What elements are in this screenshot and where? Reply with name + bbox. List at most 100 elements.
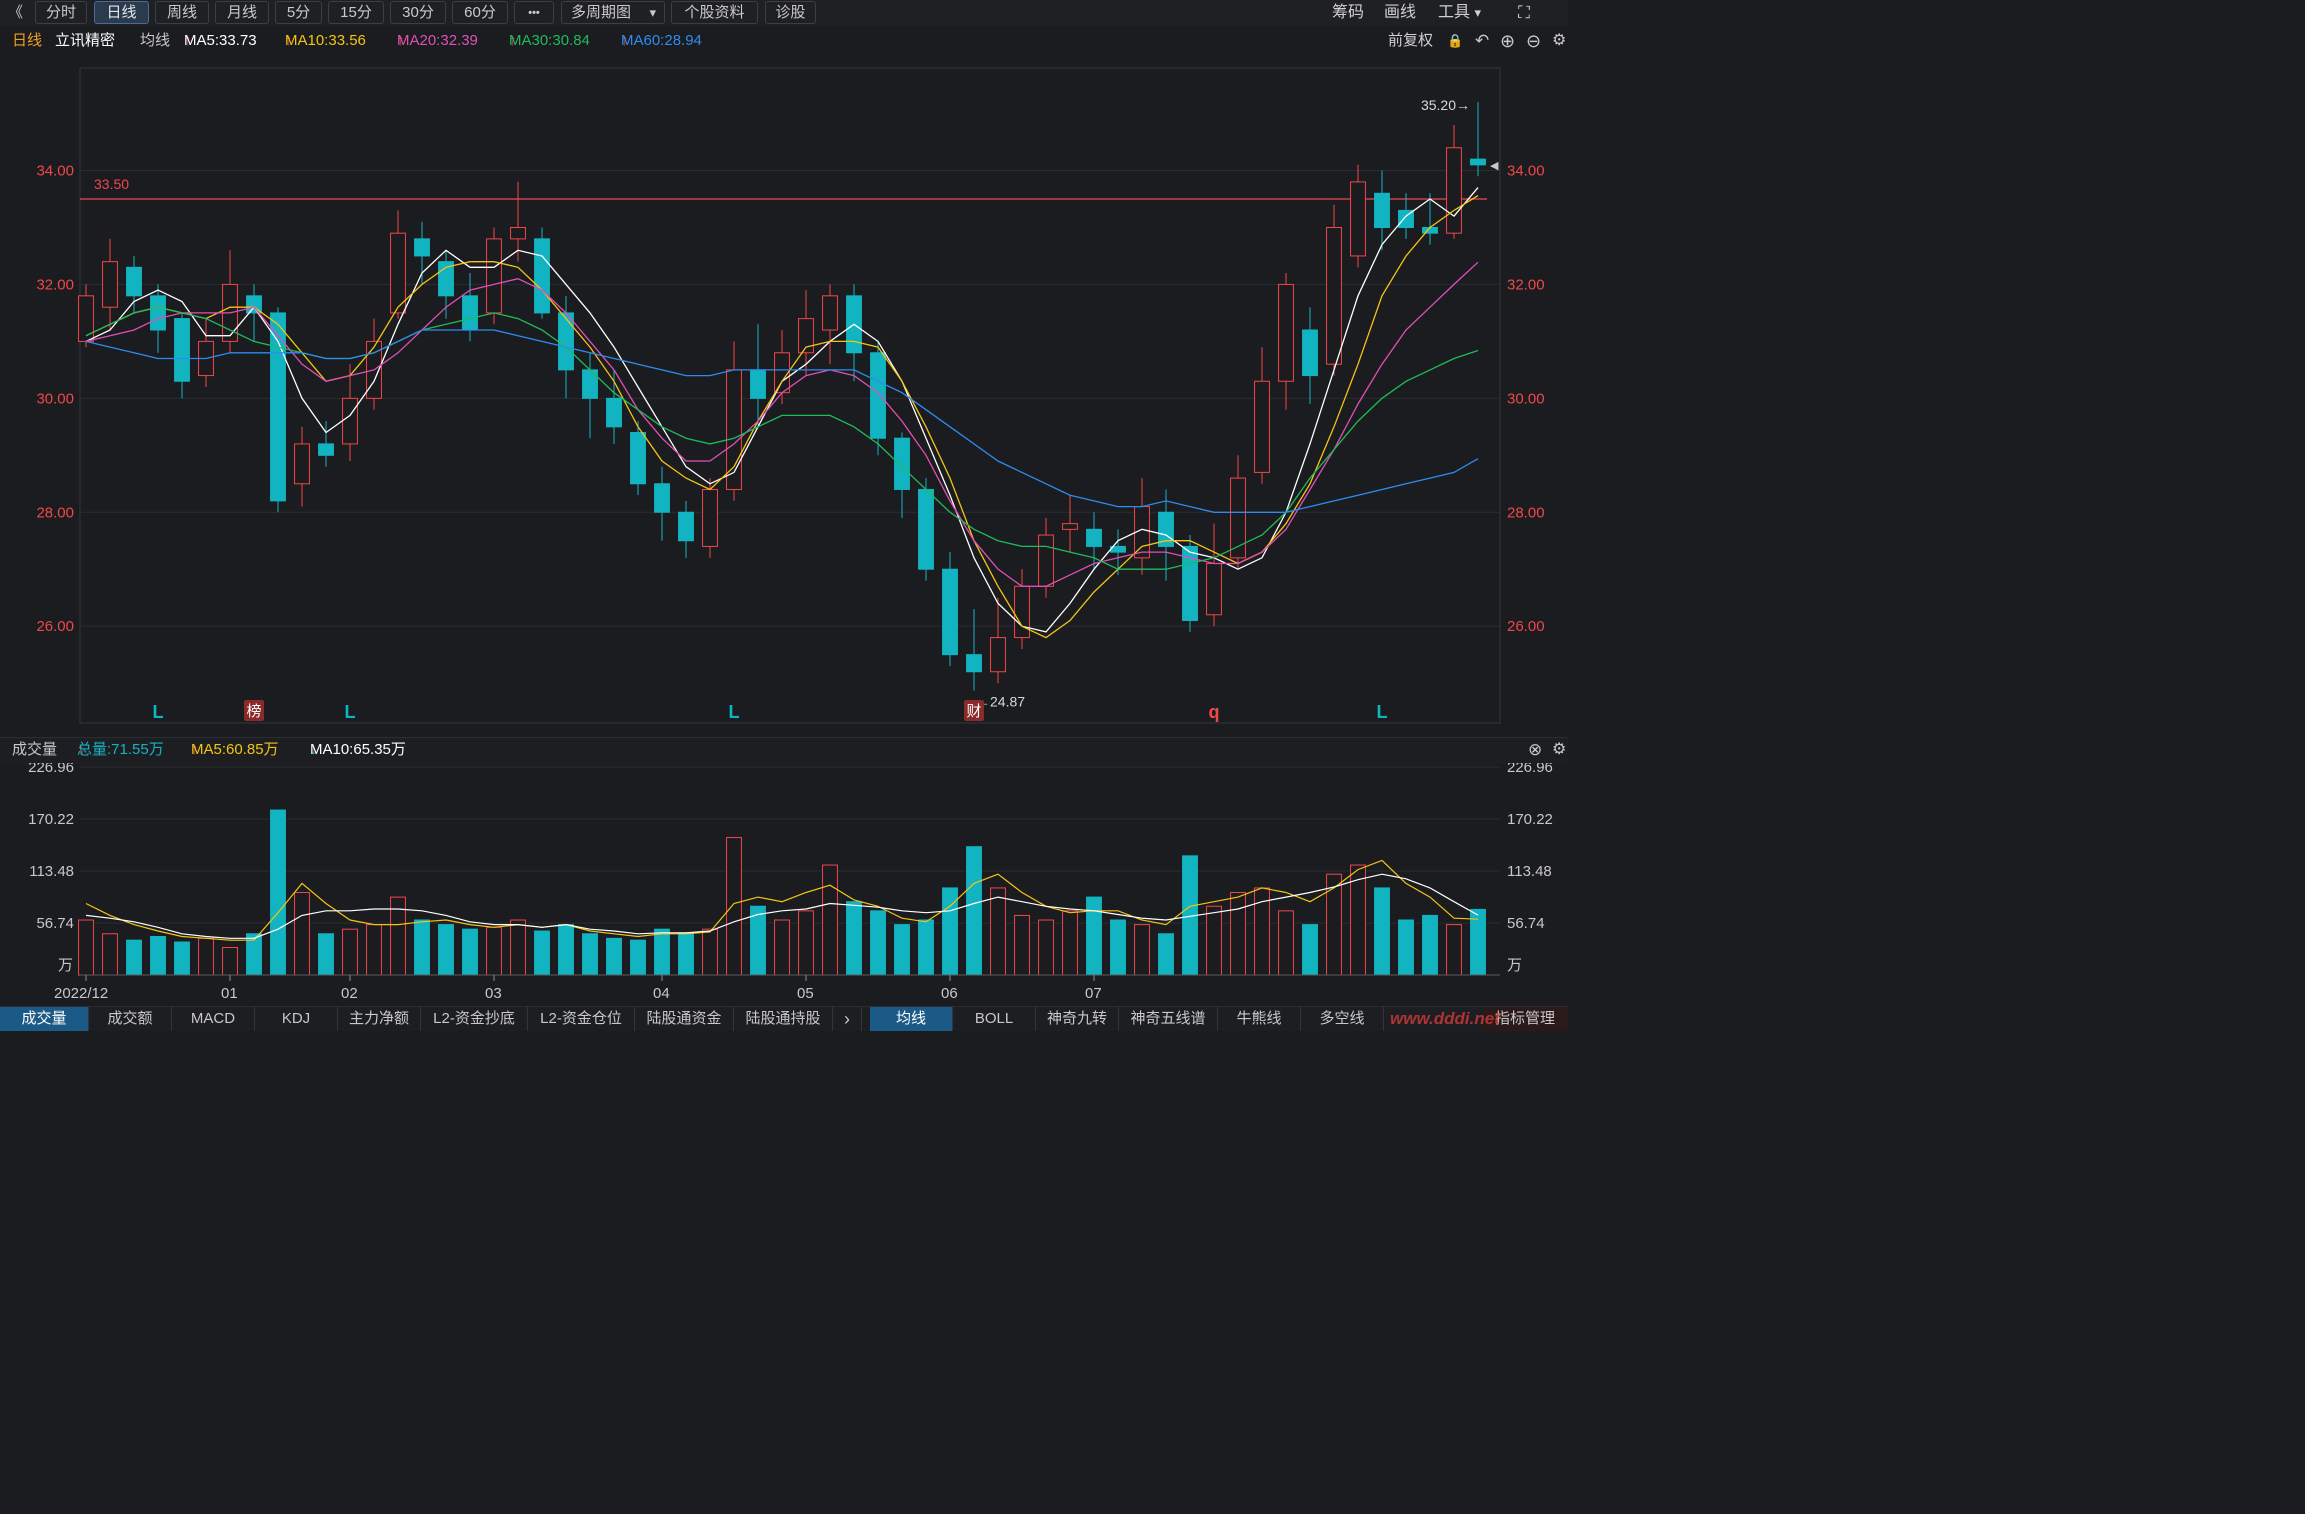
price-tick-right: 26.00 [1507,618,1545,635]
volume-tick-left: 113.48 [29,863,74,880]
volume-bar-down [654,928,670,976]
price-tick-left: 34.00 [36,163,74,180]
volume-bar-down [1086,896,1102,976]
indicator-manage-button[interactable]: 指标管理 [1482,1007,1568,1031]
tab-northbound-flow[interactable]: 陆股通资金 [635,1007,734,1031]
candle-up [1254,380,1270,473]
zoom-in-icon[interactable]: ⊕ [1500,31,1516,51]
gear-icon[interactable]: ⚙ [1552,32,1567,49]
ma20-line [85,261,1479,587]
volume-bar-up [990,887,1006,976]
tab-main-net[interactable]: 主力净额 [338,1007,421,1031]
price-chart[interactable]: 34.00 34.00 32.00 32.00 30.00 30.00 28.00 28.00… [0,56,1568,736]
ma-type-label[interactable]: 均线 [140,32,171,49]
volume-tick-left: 56.74 [36,915,74,932]
diagnose-button[interactable]: 诊股 [765,1,816,24]
volume-bar-up [486,926,502,976]
candle-down [1302,329,1318,377]
chips-button[interactable]: 筹码 [1332,4,1365,21]
lock-icon[interactable]: 🔒 [1447,33,1464,48]
stock-info-button[interactable]: 个股资料 [671,1,758,24]
volume-bar-down [414,919,430,976]
multi-period-chart-dropdown[interactable]: 多周期图 ▾ [561,1,665,24]
draw-line-button[interactable]: 画线 [1384,4,1417,21]
candle-up [1038,534,1054,587]
tab-northbound-hold[interactable]: 陆股通持股 [734,1007,833,1031]
marker-letter: L [153,702,164,722]
volume-tick-right: 56.74 [1507,915,1545,932]
candle-down [1470,158,1486,166]
stock-name[interactable]: 立讯精密 [55,32,116,49]
fullscreen-icon[interactable]: ⛶ [1518,3,1530,22]
volume-bar-up [1326,873,1342,976]
period-tab-fenshi[interactable]: 分时 [35,1,87,24]
candle-up [102,261,118,308]
ma30-value: MA30:30.84 ↑ [509,32,590,49]
ma20-value: MA20:32.39 ↑ [397,32,478,49]
volume-bar-down [870,910,886,976]
period-tab-5min[interactable]: 5分 [275,1,322,24]
tab-magic-nine[interactable]: 神奇九转 [1036,1007,1119,1031]
volume-title[interactable]: 成交量 [12,741,58,758]
tab-long-short[interactable]: 多空线 [1301,1007,1384,1031]
x-axis-label: 07 [1085,985,1102,1002]
tab-l2-bottom[interactable]: L2-资金抄底 [421,1007,528,1031]
price-tick-left: 30.00 [36,390,74,407]
tab-magic-five[interactable]: 神奇五线谱 [1119,1007,1218,1031]
adjust-mode-button[interactable]: 前复权 [1388,32,1434,49]
volume-bar-down [1302,924,1318,976]
undo-icon[interactable]: ↶ [1475,31,1490,50]
tab-boll[interactable]: BOLL [953,1007,1036,1031]
zoom-out-icon[interactable]: ⊖ [1526,31,1542,51]
tab-l2-position[interactable]: L2-资金仓位 [528,1007,635,1031]
volume-bar-up [342,928,358,976]
tab-turnover[interactable]: 成交额 [89,1007,172,1031]
volume-bar-down [270,809,286,976]
volume-bar-down [438,924,454,976]
volume-bar-up [222,947,238,976]
volume-bar-down [174,941,190,976]
more-periods-button[interactable]: ••• [514,1,554,24]
tab-volume[interactable]: 成交量 [0,1007,89,1031]
back-icon[interactable]: 《 [8,4,24,21]
scroll-right-icon[interactable]: › [833,1007,862,1031]
chevron-down-icon: ▾ [649,5,656,20]
volume-bar-up [774,919,790,976]
volume-chart[interactable]: 226.96 226.96 170.22 170.22 113.48 113.48 56.7… [0,763,1568,1006]
candle-down [678,511,694,542]
period-tab-daily[interactable]: 日线 [94,1,149,24]
tab-macd[interactable]: MACD [172,1007,255,1031]
tab-ma[interactable]: 均线 [870,1007,953,1031]
tab-kdj[interactable]: KDJ [255,1007,338,1031]
volume-total: 总量:71.55万 ↑ [77,741,164,758]
volume-bar-up [1230,892,1246,976]
tools-label: 工具 [1438,4,1471,21]
period-tab-monthly[interactable]: 月线 [215,1,269,24]
marker-letter: q [1209,702,1220,722]
tools-dropdown[interactable]: 工具 ▾ [1438,0,1481,26]
volume-bar-up [1014,914,1030,976]
period-tab-60min[interactable]: 60分 [452,1,508,24]
gear-icon[interactable]: ⚙ [1552,741,1567,758]
volume-bar-down [918,919,934,976]
candle-up [342,397,358,445]
tab-bull-bear[interactable]: 牛熊线 [1218,1007,1301,1031]
price-tick-right: 32.00 [1507,276,1545,293]
period-tab-15min[interactable]: 15分 [328,1,384,24]
price-tick-left: 28.00 [36,504,74,521]
candle-up [774,352,790,394]
volume-bar-down [462,928,478,976]
marker-badge-bg [964,700,984,721]
x-axis-label: 01 [221,985,238,1002]
price-tick-left: 26.00 [36,618,74,635]
period-tab-30min[interactable]: 30分 [390,1,446,24]
candle-down [318,443,334,456]
period-tab-weekly[interactable]: 周线 [155,1,209,24]
candle-up [294,443,310,485]
x-axis-label: 2022/12 [54,985,108,1002]
volume-bar-down [630,939,646,976]
close-icon[interactable]: ⊗ [1528,740,1543,759]
volume-bar-down [582,933,598,976]
marker-badge: 财 [966,703,981,720]
volume-tick-right: 170.22 [1507,811,1553,828]
